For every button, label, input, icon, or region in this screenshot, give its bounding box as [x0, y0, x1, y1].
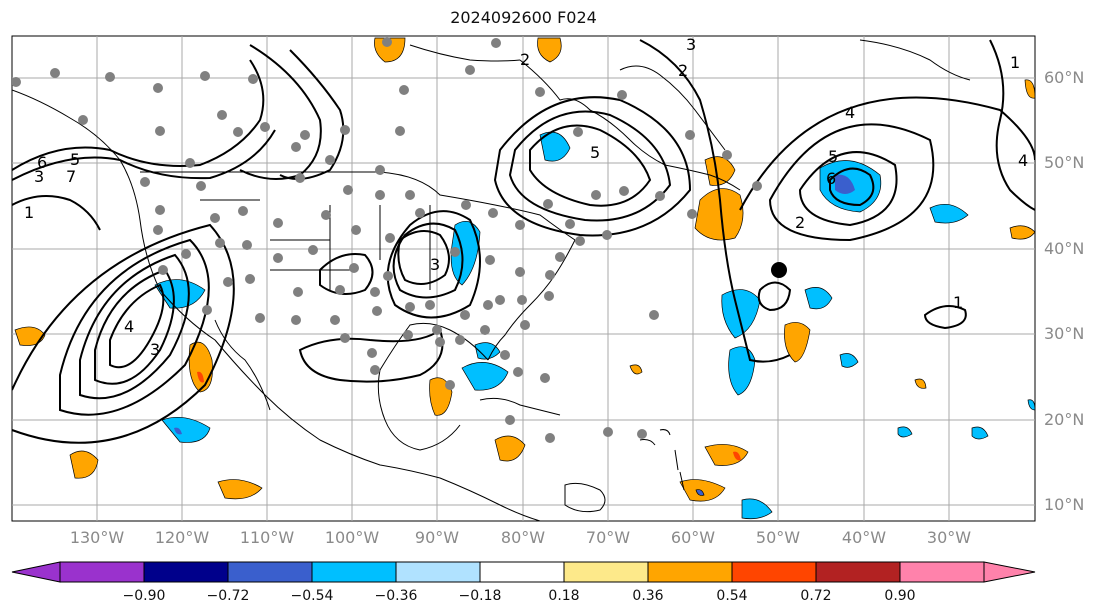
contour-label: 5: [590, 143, 600, 162]
shading-positive: [14, 37, 1035, 502]
colorbar-bin: [731, 561, 817, 583]
lat-label: 20°N: [1044, 410, 1085, 429]
colorbar-tick: 0.72: [800, 588, 832, 604]
contour-label: 5: [70, 150, 80, 169]
lon-label: 90°W: [414, 528, 460, 547]
storm-center-marker: [771, 262, 787, 278]
contour-label: 4: [124, 317, 134, 336]
contour-label: 1: [24, 203, 34, 222]
colorbar: [11, 561, 1036, 583]
lon-label: 120°W: [154, 528, 210, 547]
colorbar-bin: [563, 561, 649, 583]
contour-label: 2: [795, 213, 805, 232]
contour-labels: 2 2 2 3 3 4 4 4 5 5 5 6 6 7 1 1 1 3 3: [24, 35, 1028, 359]
contour-label: 2: [678, 61, 688, 80]
colorbar-bin: [647, 561, 733, 583]
colorbar-bin: [899, 561, 985, 583]
colorbar-bin: [395, 561, 481, 583]
lon-label: 80°W: [500, 528, 546, 547]
lon-label: 60°W: [670, 528, 716, 547]
colorbar-min-extension: [11, 561, 61, 583]
lon-label: 50°W: [755, 528, 801, 547]
lon-label: 40°W: [841, 528, 887, 547]
contour-label: 5: [828, 147, 838, 166]
contour-label: 3: [686, 35, 696, 54]
contour-label: 3: [430, 255, 440, 274]
contour-label: 4: [1018, 151, 1028, 170]
lat-label: 10°N: [1044, 495, 1085, 514]
contours: [12, 39, 1035, 444]
contour-label: 2: [520, 50, 530, 69]
lon-label: 100°W: [324, 528, 380, 547]
contour-label: 3: [34, 167, 44, 186]
colorbar-tick: 0.90: [884, 588, 916, 604]
contour-label: 1: [953, 293, 963, 312]
colorbar-tick: 0.36: [632, 588, 664, 604]
lat-label: 50°N: [1044, 153, 1085, 172]
station-markers: [12, 37, 762, 443]
colorbar-max-extension: [983, 561, 1036, 583]
colorbar-tick: 0.18: [548, 588, 580, 604]
contour-label: 7: [66, 167, 76, 186]
lat-label: 30°N: [1044, 324, 1085, 343]
lon-label: 70°W: [585, 528, 631, 547]
colorbar-tick: −0.18: [458, 588, 502, 604]
colorbar-bin: [227, 561, 313, 583]
colorbar-bin: [59, 561, 145, 583]
colorbar-tick: −0.90: [122, 588, 166, 604]
contour-label: 3: [150, 340, 160, 359]
contour-label: 6: [826, 169, 836, 188]
contour-label: 4: [845, 103, 855, 122]
colorbar-bin: [143, 561, 229, 583]
colorbar-tick: −0.54: [290, 588, 334, 604]
lon-label: 130°W: [69, 528, 125, 547]
contour-label: 6: [37, 153, 47, 172]
map-title: 2024092600 F024: [450, 8, 597, 27]
contour-label: 1: [1010, 53, 1020, 72]
colorbar-tick: −0.36: [374, 588, 418, 604]
lat-label: 40°N: [1044, 239, 1085, 258]
map-content: 2 2 2 3 3 4 4 4 5 5 5 6 6 7 1 1 1 3 3: [12, 35, 1035, 521]
colorbar-bin: [311, 561, 397, 583]
lon-label: 30°W: [926, 528, 972, 547]
colorbar-tick: −0.72: [206, 588, 250, 604]
colorbar-bin: [479, 561, 565, 583]
colorbar-bin: [815, 561, 901, 583]
lon-label: 110°W: [239, 528, 295, 547]
colorbar-tick: 0.54: [716, 588, 748, 604]
lat-label: 60°N: [1044, 68, 1085, 87]
